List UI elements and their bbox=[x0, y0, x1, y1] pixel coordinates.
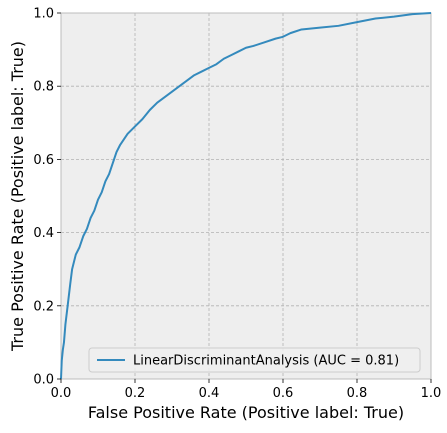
y-axis-ticks: 0.0 0.2 0.4 0.6 0.8 1.0 bbox=[33, 7, 61, 388]
y-tick-label: 1.0 bbox=[33, 7, 54, 22]
x-tick-label: 0.0 bbox=[51, 386, 72, 401]
plot-background bbox=[61, 13, 431, 379]
x-axis-ticks: 0.0 0.2 0.4 0.6 0.8 1.0 bbox=[51, 379, 442, 401]
x-axis-label: False Positive Rate (Positive label: Tru… bbox=[88, 403, 404, 422]
series-group bbox=[60, 12, 432, 380]
y-tick-label: 0.8 bbox=[33, 80, 54, 95]
legend: LinearDiscriminantAnalysis (AUC = 0.81) bbox=[88, 347, 421, 373]
y-tick-label: 0.2 bbox=[33, 299, 54, 314]
y-tick-label: 0.0 bbox=[33, 373, 54, 388]
plot-area: 0.0 0.2 0.4 0.6 0.8 1.0 0.0 0.2 0.4 0.6 0.8 1.0 bbox=[33, 7, 441, 402]
legend-box bbox=[88, 347, 421, 373]
y-axis-label: True Positive Rate (Positive label: True… bbox=[8, 41, 27, 352]
x-tick-label: 0.2 bbox=[125, 386, 146, 401]
x-tick-label: 0.4 bbox=[199, 386, 220, 401]
y-tick-label: 0.4 bbox=[33, 226, 54, 241]
y-tick-label: 0.6 bbox=[33, 153, 54, 168]
roc-curve-line bbox=[60, 12, 432, 380]
x-tick-label: 0.6 bbox=[273, 386, 294, 401]
plot-frame bbox=[60, 12, 432, 380]
legend-label: LinearDiscriminantAnalysis (AUC = 0.81) bbox=[133, 354, 399, 369]
x-tick-label: 1.0 bbox=[421, 386, 442, 401]
x-tick-label: 0.8 bbox=[347, 386, 368, 401]
